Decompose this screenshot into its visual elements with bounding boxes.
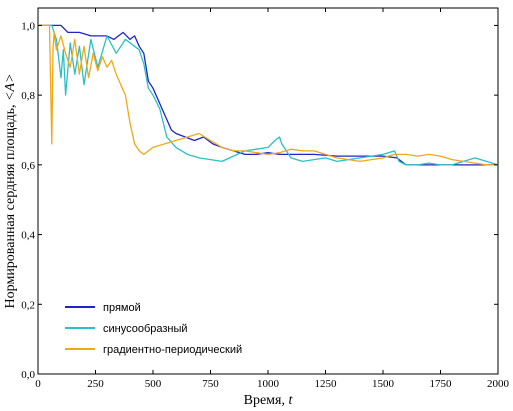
x-axis-label: Время, t (244, 393, 294, 408)
legend-label: прямой (103, 302, 141, 314)
y-tick-label: 0,6 (21, 160, 35, 172)
legend-label: синусообразный (103, 323, 188, 335)
y-tick-label: 1,0 (21, 20, 35, 32)
plot-frame (37, 7, 499, 375)
x-tick-label: 1250 (315, 378, 338, 390)
x-tick-label: 0 (35, 378, 41, 390)
x-tick-label: 500 (145, 378, 162, 390)
x-tick-label: 750 (202, 378, 219, 390)
y-axis-label: Нормированная сердняя площадь, <A> (3, 74, 18, 309)
x-tick-label: 1500 (372, 378, 395, 390)
series-line-2 (38, 24, 499, 166)
x-tick-label: 2000 (487, 378, 510, 390)
legend-label: градиентно-периодический (103, 344, 242, 356)
series-line-1 (38, 24, 498, 166)
x-tick-label: 1750 (430, 378, 453, 390)
x-axis-ticks: 0 250 500 750 1000 1250 1500 1750 2000 (35, 8, 510, 390)
series-line-3 (38, 24, 498, 166)
x-tick-label: 250 (87, 378, 104, 390)
x-tick-label: 1000 (257, 378, 280, 390)
y-axis-ticks: 0,0 0,2 0,4 0,6 0,8 1,0 (21, 20, 498, 381)
y-tick-label: 0,0 (21, 369, 35, 381)
y-tick-label: 0,8 (21, 90, 35, 102)
y-tick-label: 0,4 (21, 230, 35, 242)
plot-series (38, 24, 499, 166)
legend: прямой синусообразный градиентно-периодиче… (65, 302, 242, 356)
y-tick-label: 0,2 (21, 299, 35, 311)
